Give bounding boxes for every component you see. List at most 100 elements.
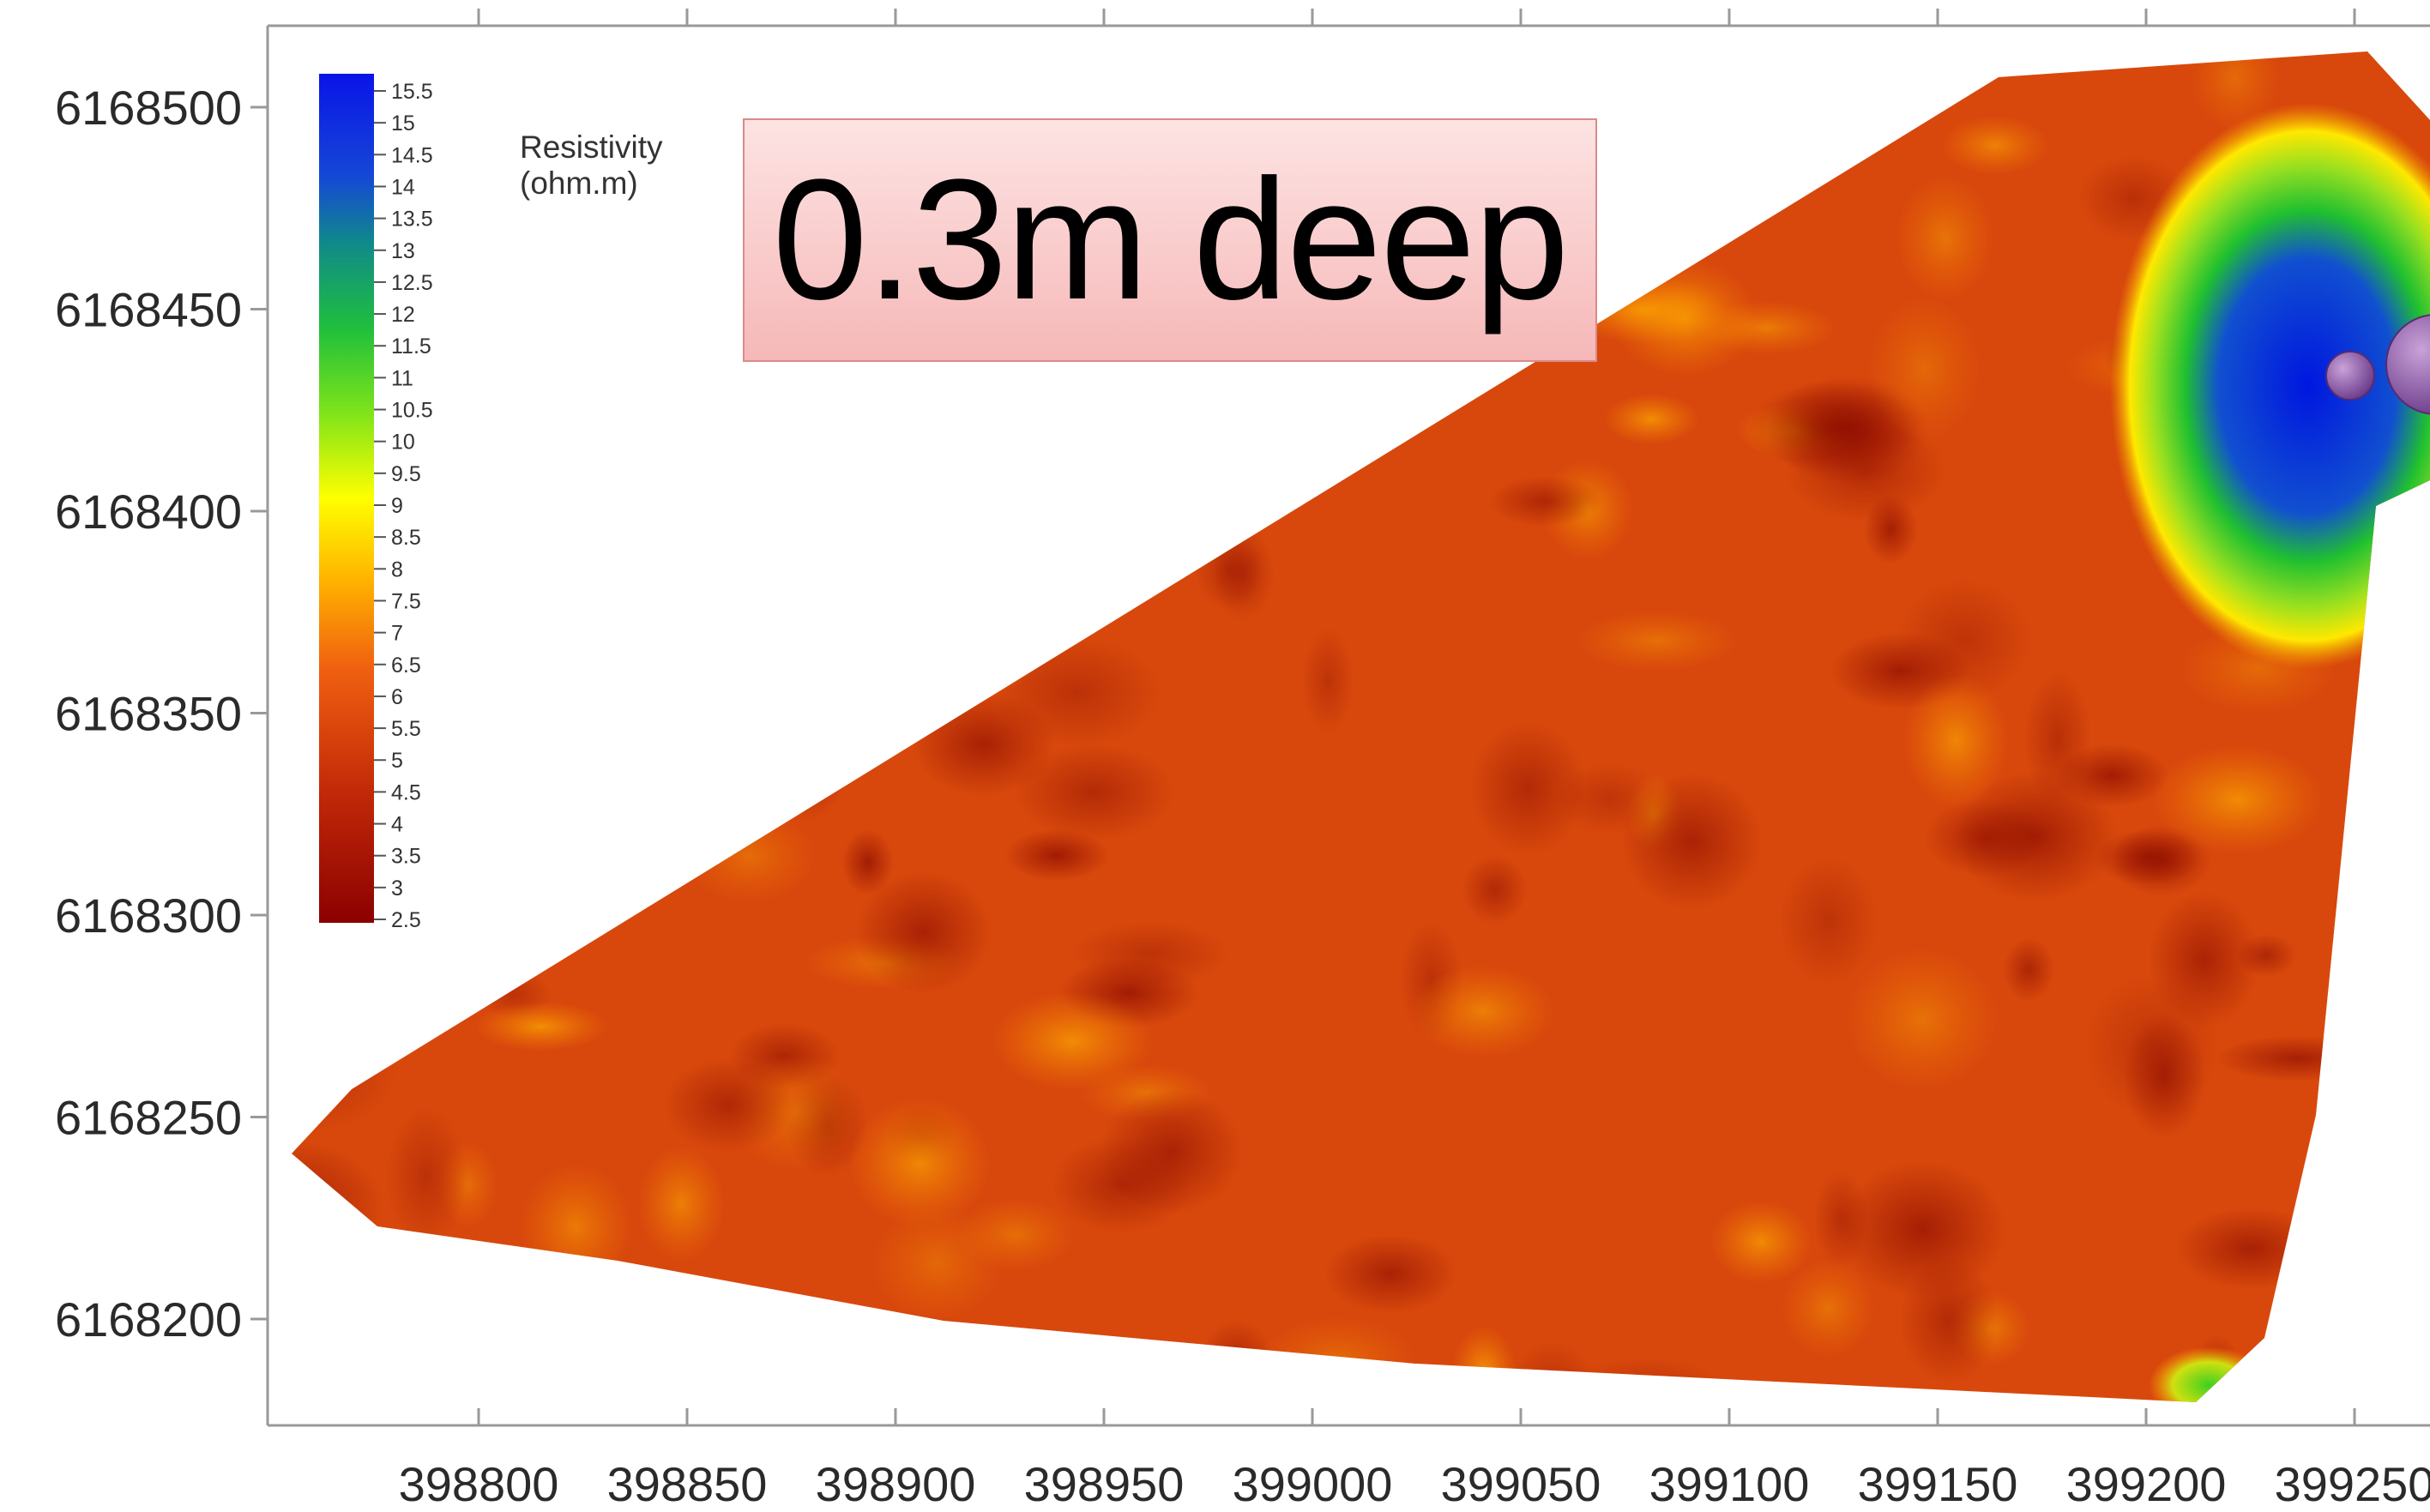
elevated-resistivity-patch: [1451, 1325, 1516, 1402]
colorbar-tick-label: 3: [391, 876, 403, 901]
elevated-resistivity-patch: [443, 558, 508, 652]
low-resistivity-patch: [1199, 1319, 1274, 1402]
low-resistivity-patch: [841, 828, 895, 896]
low-resistivity-patch: [875, 574, 1007, 716]
elevated-resistivity-patch: [1903, 673, 2009, 808]
low-resistivity-patch: [767, 687, 851, 822]
marker-group: [2325, 314, 2430, 415]
colorbar-tick-label: 14.5: [391, 143, 433, 167]
colorbar-tick-label: 13.5: [391, 208, 433, 232]
low-resistivity-patch: [1896, 579, 2032, 702]
elevated-resistivity-patch: [955, 1198, 1076, 1272]
x-tick-label: 399150: [1858, 1457, 2018, 1511]
x-tick-label: 399200: [2066, 1457, 2227, 1511]
low-resistivity-patch: [1813, 1170, 1869, 1268]
low-resistivity-patch: [1898, 1256, 1999, 1385]
low-resistivity-patch: [496, 235, 554, 370]
elevated-resistivity-patch: [976, 546, 1058, 622]
minor-anomaly: [2149, 1346, 2269, 1402]
elevated-resistivity-patch: [637, 1146, 725, 1262]
low-resistivity-patch: [580, 680, 669, 749]
x-tick-label: 399100: [1649, 1457, 1810, 1511]
low-resistivity-patch: [598, 674, 680, 759]
elevated-resistivity-patch: [1411, 965, 1555, 1057]
low-resistivity-patch: [1301, 627, 1354, 734]
colorbar-tick-label: 7.5: [391, 589, 421, 613]
low-resistivity-patch: [841, 1328, 985, 1382]
elevated-resistivity-patch: [1710, 1200, 1812, 1283]
legend-title-line: (ohm.m): [520, 166, 638, 201]
low-resistivity-patch: [1324, 1233, 1457, 1314]
low-resistivity-patch: [2307, 1119, 2430, 1219]
low-resistivity-patch: [432, 60, 534, 174]
low-resistivity-patch: [2093, 829, 2202, 886]
elevated-resistivity-patch: [474, 1002, 607, 1051]
x-tick-label: 398800: [399, 1457, 559, 1511]
colorbar-tick-label: 5.5: [391, 717, 421, 741]
colorbar-tick-label: 3.5: [391, 845, 421, 869]
low-resistivity-patch: [2216, 1034, 2379, 1082]
resistivity-legend: 15.5 15 14.5 14 13.5 13 12.5 12 11.5 11 10.5 10 9.5 9…: [319, 74, 663, 932]
elevated-resistivity-patch: [414, 679, 495, 792]
x-tick-label: 399000: [1233, 1457, 1393, 1511]
colorbar-tick-label: 7: [391, 622, 403, 646]
x-tick-label: 399250: [2275, 1457, 2430, 1511]
y-tick-label: 6168250: [55, 1091, 242, 1145]
elevated-resistivity-patch: [1941, 116, 2049, 175]
low-resistivity-patch: [1489, 475, 1602, 527]
low-resistivity-patch: [292, 1021, 397, 1131]
survey-marker: [2385, 314, 2430, 415]
low-resistivity-patch: [780, 684, 896, 782]
low-resistivity-patch: [774, 509, 857, 616]
plot-frame: [266, 24, 2430, 1427]
colorbar-tick-label: 5: [391, 749, 403, 773]
x-tick-label: 399050: [1441, 1457, 1601, 1511]
low-resistivity-patch: [2175, 1207, 2327, 1290]
elevated-resistivity-patch: [1366, 366, 1477, 417]
low-resistivity-patch: [2122, 1013, 2206, 1140]
elevated-resistivity-patch: [1781, 1260, 1875, 1357]
low-resistivity-patch: [1953, 771, 2118, 902]
low-resistivity-patch: [609, 220, 682, 292]
low-resistivity-patch: [2235, 933, 2297, 978]
colorbar-tick-label: 15: [391, 111, 415, 136]
colorbar-ticks: 15.5 15 14.5 14 13.5 13 12.5 12 11.5 11 10.5 10 9.5 9…: [374, 80, 433, 932]
low-resistivity-patch: [1778, 856, 1878, 986]
elevated-resistivity-patch: [797, 615, 870, 709]
colorbar-tick-label: 6: [391, 685, 403, 709]
colorbar-tick-label: 12: [391, 303, 415, 327]
elevated-resistivity-patch: [2191, 51, 2280, 131]
elevated-resistivity-patch: [684, 809, 816, 903]
x-tick-label: 398900: [816, 1457, 976, 1511]
elevated-resistivity-patch: [1867, 296, 1981, 442]
low-resistivity-patch: [444, 574, 498, 678]
low-resistivity-patch: [1014, 744, 1174, 841]
elevated-resistivity-patch: [849, 1098, 992, 1228]
low-resistivity-patch: [1185, 353, 1267, 474]
low-resistivity-patch: [2298, 1220, 2400, 1315]
y-axis: 6168500 6168450 6168400 6168350 6168300 61682…: [55, 81, 268, 1346]
elevated-resistivity-patch: [620, 456, 722, 592]
colorbar-tick-label: 4: [391, 813, 403, 837]
elevated-resistivity-patch: [1896, 176, 1994, 301]
x-tick-label: 398950: [1024, 1457, 1185, 1511]
x-tick-label: 398850: [607, 1457, 768, 1511]
elevated-resistivity-patch: [1576, 611, 1739, 672]
y-tick-label: 6168400: [55, 485, 242, 539]
elevated-resistivity-patch: [997, 409, 1163, 514]
low-resistivity-patch: [385, 1106, 467, 1247]
low-resistivity-patch: [594, 433, 766, 478]
elevated-resistivity-patch: [984, 367, 1065, 416]
legend-title: Resistivity (ohm.m): [520, 130, 663, 201]
elevated-resistivity-patch: [1259, 1316, 1417, 1402]
elevated-resistivity-patch: [1004, 425, 1071, 481]
low-resistivity-patch: [2332, 871, 2414, 940]
low-resistivity-patch: [661, 51, 796, 97]
low-resistivity-patch: [1004, 828, 1110, 882]
low-resistivity-patch: [1006, 423, 1077, 561]
low-resistivity-patch: [660, 380, 828, 469]
y-tick-label: 6168500: [55, 81, 242, 135]
low-resistivity-patch: [1194, 530, 1264, 611]
elevated-resistivity-patch: [1846, 948, 1998, 1091]
colorbar-tick-label: 2.5: [391, 908, 421, 932]
